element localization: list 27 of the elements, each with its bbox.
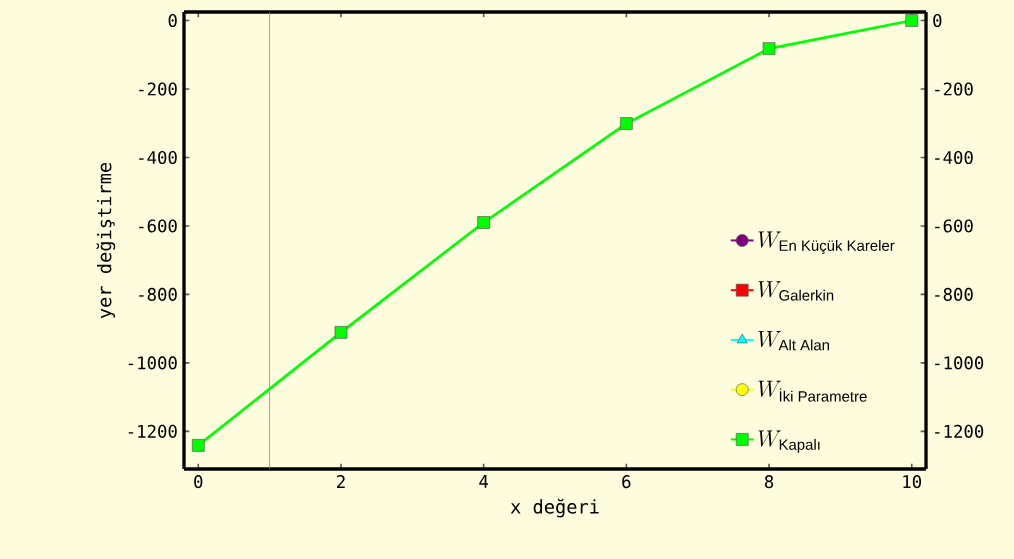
y2-tick-label: -800 bbox=[935, 287, 973, 301]
legend-label: $W_{\text{Alt Alan}}$ bbox=[758, 331, 830, 351]
y-tick-label: -1200 bbox=[128, 424, 177, 438]
y-tick-label: -400 bbox=[139, 150, 177, 165]
x-axis-title: x değeri bbox=[510, 498, 599, 518]
y-tick-label: -200 bbox=[139, 82, 177, 96]
y-axis-title: yer değiştirme bbox=[96, 162, 116, 319]
x-tick-label: 10 bbox=[903, 475, 922, 489]
y2-tick-label: -1000 bbox=[935, 356, 984, 370]
x-tick-label: 0 bbox=[194, 475, 203, 489]
y2-tick-label: -400 bbox=[935, 150, 973, 165]
x-tick-label: 6 bbox=[622, 475, 631, 489]
y2-tick-label: -200 bbox=[935, 82, 973, 96]
y2-tick-label: -1200 bbox=[935, 424, 984, 438]
legend-label: $W_{\text{İki Parametre}}$ bbox=[758, 380, 867, 402]
legend-label: $W_{\text{Kapalı}}$ bbox=[758, 430, 820, 453]
legend-label: $W_{\text{Galerkin}}$ bbox=[758, 281, 834, 301]
y2-tick-label: 0 bbox=[933, 14, 942, 28]
legend-label: $W_{\text{En Küçük Kareler}}$ bbox=[758, 231, 895, 254]
y-tick-label: -600 bbox=[139, 219, 177, 233]
x-tick-label: 8 bbox=[764, 475, 774, 489]
y-tick-label: -800 bbox=[139, 287, 177, 301]
y2-tick-label: -600 bbox=[935, 219, 973, 233]
y-tick-label: -1000 bbox=[128, 356, 177, 370]
y-tick-label: 0 bbox=[168, 14, 177, 28]
x-tick-label: 2 bbox=[337, 475, 345, 488]
x-tick-label: 4 bbox=[479, 475, 489, 488]
